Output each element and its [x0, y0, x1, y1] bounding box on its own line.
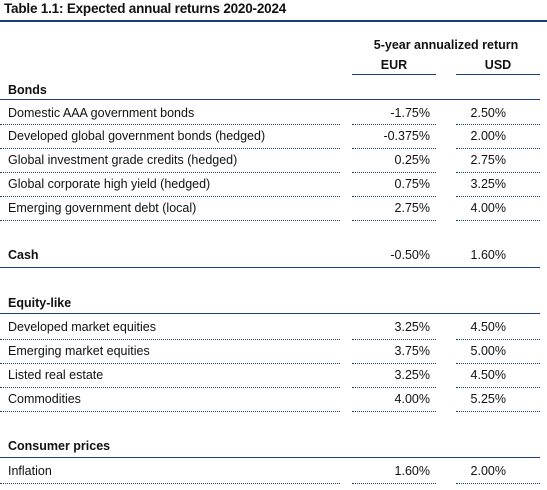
- section-consumer-prices: Consumer prices: [8, 439, 111, 453]
- section-cash: Cash: [8, 248, 39, 262]
- row-eur-value: -0.375%: [383, 129, 430, 143]
- header-group-label: 5-year annualized return: [373, 38, 519, 52]
- header-rule-usd: [456, 74, 540, 75]
- row-label: Inflation: [8, 464, 52, 478]
- row-usd-value: 2.00%: [470, 129, 506, 143]
- row-label: Developed global government bonds (hedge…: [8, 129, 266, 143]
- row-eur-value: 1.60%: [394, 464, 430, 478]
- header-eur: EUR: [380, 58, 408, 72]
- row-label: Global investment grade credits (hedged): [8, 153, 238, 167]
- row-usd-value: 5.25%: [470, 392, 506, 406]
- table-title: Table 1.1: Expected annual returns 2020-…: [4, 1, 287, 16]
- row-label: Emerging government debt (local): [8, 201, 197, 215]
- row-usd-value: 4.00%: [470, 201, 506, 215]
- row-eur-value: 3.25%: [394, 368, 430, 382]
- row-usd-value: 2.50%: [470, 106, 506, 120]
- cash-usd-value: 1.60%: [470, 248, 506, 262]
- row-label: Developed market equities: [8, 320, 156, 334]
- title-rule: [0, 20, 547, 22]
- row-eur-value: 0.75%: [394, 177, 430, 191]
- row-eur-value: -1.75%: [390, 106, 430, 120]
- section-rule-equity: [0, 313, 540, 314]
- row-eur-value: 3.75%: [394, 344, 430, 358]
- row-usd-value: 3.25%: [470, 177, 506, 191]
- section-equity: Equity-like: [8, 296, 72, 310]
- cash-eur-value: -0.50%: [390, 248, 430, 262]
- row-eur-value: 3.25%: [394, 320, 430, 334]
- row-eur-value: 2.75%: [394, 201, 430, 215]
- section-rule-cash: [0, 267, 540, 268]
- section-rule-bonds: [0, 99, 540, 100]
- row-usd-value: 4.50%: [470, 368, 506, 382]
- row-eur-value: 0.25%: [394, 153, 430, 167]
- row-label: Emerging market equities: [8, 344, 150, 358]
- row-usd-value: 2.75%: [470, 153, 506, 167]
- row-usd-value: 4.50%: [470, 320, 506, 334]
- section-rule-consumer-prices: [0, 457, 540, 458]
- row-label: Global corporate high yield (hedged): [8, 177, 211, 191]
- section-bonds: Bonds: [8, 83, 47, 97]
- row-eur-value: 4.00%: [394, 392, 430, 406]
- row-label: Listed real estate: [8, 368, 104, 382]
- header-usd: USD: [484, 58, 512, 72]
- row-label: Commodities: [8, 392, 81, 406]
- header-rule-eur: [352, 74, 436, 75]
- row-usd-value: 2.00%: [470, 464, 506, 478]
- row-usd-value: 5.00%: [470, 344, 506, 358]
- row-label: Domestic AAA government bonds: [8, 106, 195, 120]
